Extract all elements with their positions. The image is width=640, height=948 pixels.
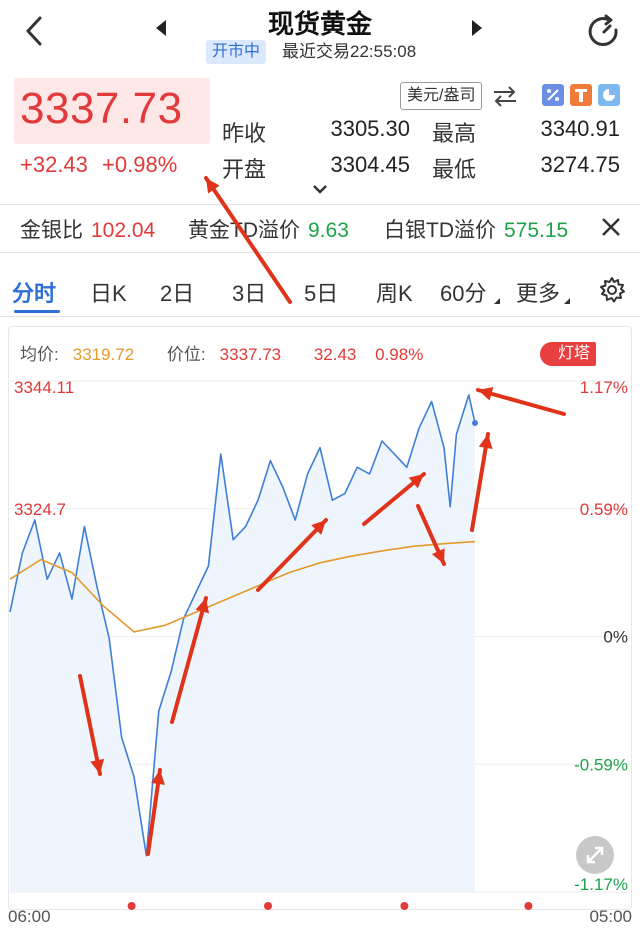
last-price-dot xyxy=(472,420,478,427)
annotation-arrow xyxy=(78,674,102,776)
annotation-arrow-head xyxy=(431,548,445,564)
expand-icon xyxy=(586,846,604,864)
stat-value-prev-close: 3305.30 xyxy=(330,116,410,141)
header-bar: 现货黄金 开市中 最近交易22:55:08 xyxy=(0,0,640,68)
legend-price: 价位: 3337.73 xyxy=(167,345,295,364)
y-tick-label-right: 1.17% xyxy=(580,378,628,397)
divider xyxy=(0,204,640,205)
annotation-arrow-head xyxy=(408,474,424,489)
lighthouse-badge[interactable]: 灯塔 xyxy=(540,342,597,366)
tab-weekly-k[interactable]: 周K xyxy=(376,281,413,306)
y-tick-label-right: 0.59% xyxy=(580,500,628,519)
currency-unit-button[interactable]: 美元/盎司 xyxy=(400,82,483,110)
tab-3-day[interactable]: 3日 xyxy=(232,281,267,306)
ratio-value: 575.15 xyxy=(504,219,569,242)
dropdown-corner-icon xyxy=(564,298,570,304)
stat-label-low: 最低 xyxy=(432,157,477,182)
annotation-arrow-head xyxy=(151,770,165,785)
annotation-arrow-head xyxy=(195,598,210,614)
percent-icon[interactable] xyxy=(542,84,564,106)
annotation-arrow xyxy=(256,518,328,592)
legend-price-value: 3337.73 xyxy=(219,345,282,364)
gear-icon[interactable] xyxy=(598,276,626,304)
price-highlight xyxy=(14,78,210,144)
fullscreen-icon[interactable] xyxy=(576,836,614,874)
ratio-label: 黄金TD溢价 xyxy=(188,219,300,242)
stat-label-prev-close: 昨收 xyxy=(222,121,267,146)
x-tick-label: 06:00 xyxy=(8,907,51,926)
tab-intraday[interactable]: 分时 xyxy=(12,281,57,306)
chart-legend: 均价: 3319.72 价位: 3337.73 32.43 0.98% xyxy=(20,340,437,365)
stat-value-open: 3304.45 xyxy=(330,152,410,177)
annotation-arrow xyxy=(476,388,566,416)
annotation-arrow-head xyxy=(90,758,105,774)
pie-chart-icon[interactable] xyxy=(598,84,620,106)
y-tick-label-right: -1.17% xyxy=(574,875,628,894)
divider xyxy=(0,252,640,253)
annotation-arrow-head xyxy=(478,387,494,401)
legend-avg-label: 均价: xyxy=(20,345,59,364)
next-instrument-icon[interactable] xyxy=(472,20,482,36)
session-marker-dot xyxy=(524,902,533,910)
price-change: +32.43 +0.98% xyxy=(20,152,177,178)
annotation-arrow xyxy=(146,768,162,856)
ratio-value: 9.63 xyxy=(308,219,349,242)
stat-label-high: 最高 xyxy=(432,121,477,146)
expand-chevron-icon[interactable] xyxy=(312,184,328,194)
page-title: 现货黄金 xyxy=(267,9,372,39)
tab-more[interactable]: 更多 xyxy=(516,281,561,306)
market-status-badge: 开市中 xyxy=(206,40,267,64)
ratio-label: 白银TD溢价 xyxy=(384,219,496,242)
annotation-arrow-head xyxy=(311,520,326,535)
stat-value-high: 3340.91 xyxy=(540,116,620,141)
y-tick-label-left: 3324.7 xyxy=(14,500,66,519)
annotation-arrow xyxy=(170,596,208,724)
close-icon[interactable] xyxy=(600,216,622,238)
ratio-gold-td-premium[interactable]: 黄金TD溢价 9.63 xyxy=(188,214,349,244)
legend-price-label: 价位: xyxy=(166,345,206,364)
x-tick-label: 05:00 xyxy=(589,907,632,926)
annotation-arrow xyxy=(470,432,490,532)
tab-daily-k[interactable]: 日K xyxy=(90,281,127,306)
intraday-chart[interactable]: 3344.111.17%3324.70.59%3305.30%3285.9-0.… xyxy=(0,176,640,948)
active-tab-indicator xyxy=(14,310,60,313)
prev-instrument-icon[interactable] xyxy=(156,20,166,36)
y-tick-label-left: 3344.11 xyxy=(14,378,74,397)
annotation-arrow xyxy=(204,176,292,304)
ratio-gold-silver[interactable]: 金银比 102.04 xyxy=(20,214,155,244)
annotation-arrow-head xyxy=(206,178,220,194)
change-percent: +0.98% xyxy=(102,152,178,177)
tab-5-day[interactable]: 5日 xyxy=(304,281,339,306)
indicator-icon[interactable] xyxy=(570,84,592,106)
y-tick-label-right: -0.59% xyxy=(574,755,628,774)
dropdown-corner-icon xyxy=(494,298,500,304)
price-area xyxy=(10,394,475,892)
session-marker-dot xyxy=(127,902,136,910)
annotation-arrow-head xyxy=(478,434,493,449)
price-line xyxy=(9,394,476,857)
swap-icon[interactable] xyxy=(492,84,518,108)
last-trade-time: 最近交易22:55:08 xyxy=(282,42,417,61)
legend-change-pct: 0.98% xyxy=(375,345,424,364)
stat-value-low: 3274.75 xyxy=(540,152,620,177)
session-marker-dot xyxy=(264,902,272,910)
stat-label-open: 开盘 xyxy=(222,157,267,182)
divider xyxy=(0,316,640,317)
legend-change: 32.43 xyxy=(313,345,357,364)
legend-avg-value: 3319.72 xyxy=(72,345,135,364)
ratio-silver-td-premium[interactable]: 白银TD溢价 575.15 xyxy=(384,214,568,244)
current-price: 3337.73 xyxy=(20,84,183,133)
chart-frame xyxy=(8,326,632,910)
change-value: +32.43 xyxy=(20,152,88,177)
refresh-icon[interactable] xyxy=(586,14,622,50)
ratio-value: 102.04 xyxy=(91,219,156,242)
back-arrow-icon[interactable] xyxy=(18,14,52,48)
ratio-label: 金银比 xyxy=(20,219,83,242)
y-tick-label-right: 0% xyxy=(603,628,628,647)
session-marker-dot xyxy=(400,902,409,910)
average-line xyxy=(9,540,476,633)
tab-2-day[interactable]: 2日 xyxy=(160,281,195,306)
legend-avg: 均价: 3319.72 xyxy=(20,345,148,364)
tab-60-min[interactable]: 60分 xyxy=(440,281,487,306)
